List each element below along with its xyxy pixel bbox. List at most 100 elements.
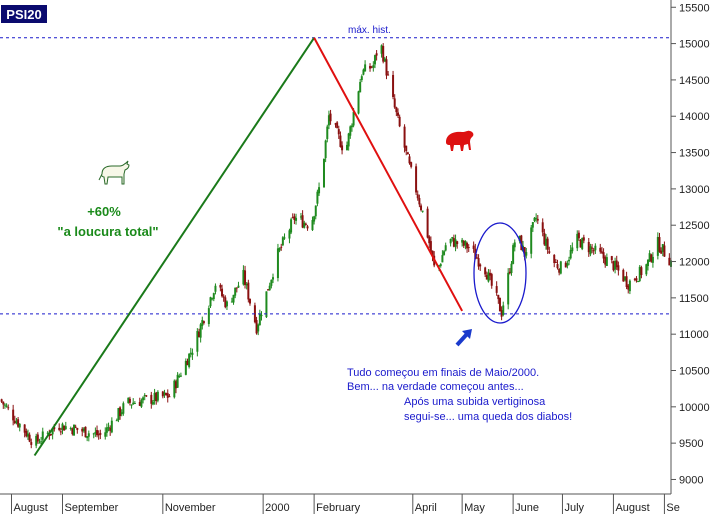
peak-label: máx. hist. [348,25,391,36]
chart-title: PSI20 [6,7,41,22]
candle-body [658,237,661,252]
candle-body [322,158,325,188]
candle-body [531,222,534,228]
candle-body [614,260,617,270]
candle-body [234,287,237,296]
candle-body [553,254,556,263]
candle-body [84,426,87,438]
candle-body [58,427,61,430]
candle-body [428,236,431,244]
candle-body [535,217,538,219]
candle-body [15,421,18,423]
x-tick-label: August [14,502,48,514]
candle-body [554,262,557,264]
candle-body [426,208,429,238]
candle-body [431,250,434,257]
candle-body [633,278,636,280]
y-tick-label: 10000 [679,402,710,414]
candle-body [660,250,663,254]
candle-body [421,210,424,212]
candle-body [166,393,169,398]
candle-body [209,297,212,307]
candle-body [92,433,95,435]
candle-body [178,376,181,378]
candle-body [467,247,470,249]
candle-body [452,238,455,247]
candle-body [245,283,248,286]
candle-body [533,217,536,221]
candle-body [479,264,482,267]
candle-body [110,420,113,433]
y-tick-label: 12000 [679,257,710,269]
candle-body [646,259,649,267]
candle-body [145,395,148,397]
bear-trend-line [313,37,464,312]
candle-body [281,237,284,246]
candle-body [495,286,498,293]
candle-body [536,218,539,221]
candle-body [484,267,487,275]
y-tick-label: 11500 [679,293,709,305]
candle-body [46,432,49,434]
candle-body [500,310,503,317]
candle-body [69,427,72,429]
candle-body [543,232,546,245]
candle-body [242,269,245,285]
x-axis: August September November 2000 February April… [11,494,680,514]
y-tick-label: 13500 [679,148,710,160]
candle-body [605,257,608,266]
candle-body [396,112,399,116]
candle-body [150,394,153,404]
candle-body [451,237,454,239]
candle-body [650,254,653,262]
candle-body [18,423,21,428]
chart-title-box: PSI20 [1,5,47,23]
candle-body [347,133,350,147]
candle-body [589,246,592,255]
x-tick-label: April [415,502,437,514]
candle-body [316,191,319,204]
candle-body [76,427,79,430]
candle-body [490,274,493,286]
candle-body [420,205,423,211]
candle-body [304,223,307,225]
candle-body [138,402,141,406]
candle-body [508,271,511,274]
candle-body [370,66,373,68]
candle-body [197,331,200,338]
candle-body [416,194,419,199]
candle-body [73,424,76,436]
candle-body [268,285,271,291]
candle-body [38,442,41,444]
candle-body [566,263,569,266]
candle-body [288,230,291,239]
candle-body [173,380,176,398]
candle-body [462,241,465,246]
candle-body [230,301,233,303]
candle-body [270,279,273,286]
candle-body [375,53,378,56]
candle-body [373,55,376,65]
candle-body [617,265,620,271]
candle-body [303,222,306,228]
candle-body [406,152,409,155]
x-tick-label: 2000 [265,502,289,514]
candle-body [612,261,615,271]
candle-body [604,257,607,265]
reference-lines-layer [0,37,671,315]
candle-body [466,243,469,249]
candle-body [49,433,52,435]
candle-body [225,301,228,307]
candle-body [26,433,29,437]
candle-body [224,297,227,308]
y-tick-label: 15000 [679,39,710,51]
candle-body [265,291,268,318]
candle-body [151,401,154,405]
gain-caption: "a loucura total" [57,224,158,239]
candle-body [306,226,309,229]
candle-body [439,264,442,267]
candle-body [186,360,189,366]
candle-body [385,59,388,76]
candle-body [105,427,108,433]
candle-body [201,320,204,326]
